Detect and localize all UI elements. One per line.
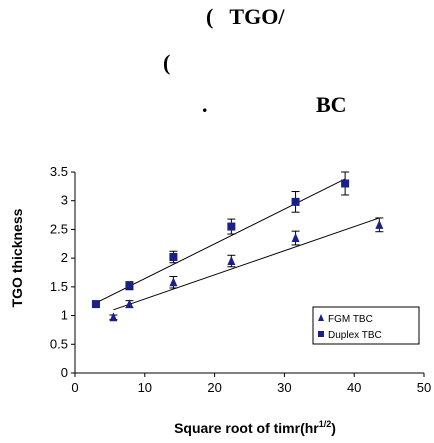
point-fgm-tbc-3 [227, 256, 236, 266]
x-axis-title-sup: 1/2 [319, 419, 332, 429]
y-tick-label-5: 2.5 [50, 221, 68, 236]
data-points [91, 179, 384, 322]
point-fgm-tbc-5 [375, 219, 384, 229]
x-tick-label-0: 0 [71, 380, 78, 395]
y-tick-label-7: 3.5 [50, 164, 68, 179]
legend-marker-fgm-tbc [318, 314, 324, 321]
y-tick-label-6: 3 [61, 193, 68, 208]
x-tick-label-4: 40 [347, 380, 361, 395]
point-duplex-tbc-2 [169, 252, 178, 261]
y-tick-label-2: 1 [61, 308, 68, 323]
point-fgm-tbc-4 [291, 233, 300, 243]
point-duplex-tbc-0 [91, 300, 100, 309]
x-tick-label-3: 30 [277, 380, 291, 395]
y-axis-title: TGO thickness [9, 208, 25, 307]
x-axis-title-main: Square root of timr(hr [174, 420, 319, 436]
y-tick-label-0: 0 [61, 365, 68, 380]
x-axis-title-suffix: ) [331, 420, 336, 436]
fit-line-duplex-tbc [95, 178, 346, 304]
caption-line-1: ( TGO/ [206, 4, 285, 29]
x-tick-label-5: 50 [417, 380, 431, 395]
point-fgm-tbc-1 [125, 299, 134, 309]
fit-line-fgm-tbc [113, 217, 380, 311]
caption-line-2: ( [163, 50, 171, 75]
chart-axes: 0 0.5 1 1.5 2 2.5 3 3.5 0 10 20 30 40 50 [50, 164, 431, 395]
x-tick-label-2: 20 [207, 380, 221, 395]
point-duplex-tbc-1 [125, 281, 134, 290]
chart-legend: FGM TBC Duplex TBC [312, 306, 420, 345]
legend-box [312, 306, 420, 345]
point-duplex-tbc-5 [341, 179, 350, 188]
caption-line-3-period: . [202, 92, 208, 117]
x-axis-title: Square root of timr(hr1/2) [174, 419, 336, 436]
legend-marker-duplex-tbc [318, 331, 324, 337]
caption-line-3-bc: BC [316, 92, 347, 117]
x-tick-label-1: 10 [138, 380, 152, 395]
error-bars [91, 171, 384, 321]
y-tick-label-3: 1.5 [50, 279, 68, 294]
point-duplex-tbc-3 [227, 222, 236, 231]
y-tick-label-1: 0.5 [50, 336, 68, 351]
legend-label-duplex-tbc: Duplex TBC [328, 330, 382, 341]
legend-label-fgm-tbc: FGM TBC [328, 314, 373, 325]
point-fgm-tbc-2 [169, 277, 178, 287]
point-duplex-tbc-4 [291, 197, 300, 206]
fit-lines [95, 178, 380, 311]
y-tick-label-4: 2 [61, 250, 68, 265]
point-fgm-tbc-0 [109, 312, 118, 322]
